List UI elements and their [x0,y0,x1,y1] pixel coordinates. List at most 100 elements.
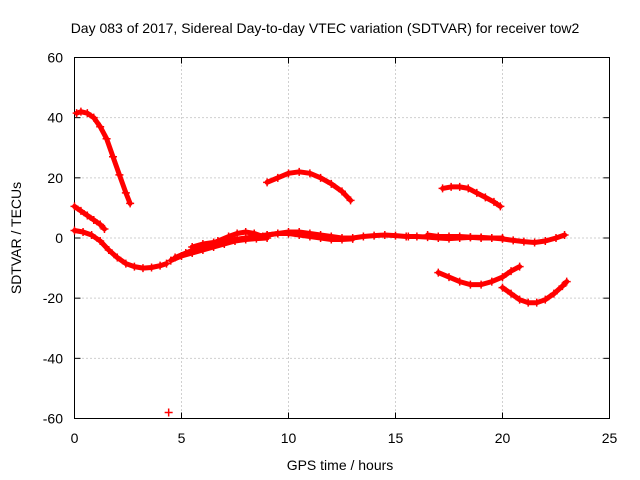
data-point [284,169,293,178]
data-point [295,167,304,176]
series-arc-11 [438,182,505,211]
data-point [76,107,85,116]
data-point [121,188,130,197]
data-point [541,295,550,304]
data-point [241,234,250,242]
data-point [455,277,464,286]
data-point [181,249,190,258]
data-point [481,193,490,202]
y-tick-label: -60 [43,411,63,427]
data-point [209,238,218,247]
y-axis: -60 -40 -20 0 20 40 60 [43,50,610,427]
data-point [498,234,507,243]
data-point [233,229,242,238]
data-point [391,231,400,240]
series-arc-14 [164,408,173,417]
series-trace [435,264,523,288]
data-point [438,184,447,193]
y-tick-label: 40 [47,110,63,126]
data-point [109,152,118,161]
data-point [70,226,79,235]
series-trace [500,279,570,306]
data-point [316,234,325,242]
data-point [273,229,282,238]
data-point [530,238,539,247]
data-point [83,211,92,220]
data-point [487,277,496,286]
data-point [434,232,443,241]
x-axis: 0 5 10 15 20 25 [71,57,617,446]
data-point [466,280,475,289]
data-point [305,232,314,241]
data-point [166,256,175,265]
data-point [89,113,98,122]
y-tick-label: -20 [43,290,63,306]
data-point [295,230,304,239]
x-tick-label: 10 [281,430,297,446]
data-point [560,230,569,239]
series-arc-3 [70,226,171,273]
series-trace [72,228,169,271]
data-point [455,232,464,241]
data-point [121,259,130,268]
data-point [130,262,139,271]
data-point [115,170,124,179]
data-point [327,179,336,188]
series-trace [74,109,133,206]
data-point [327,235,336,244]
data-point [252,232,261,241]
series-arc-1 [72,107,135,208]
series-arc-2 [70,202,109,233]
data-point [455,182,464,191]
data-point [519,237,528,246]
series-arc-7 [252,229,357,244]
data-point [338,187,346,196]
y-tick-label: -40 [43,350,63,366]
data-point [156,261,165,270]
data-point [412,232,421,241]
data-point [489,197,498,206]
data-point [346,196,355,205]
data-point [496,202,505,211]
data-series [70,107,571,417]
data-point [87,230,96,239]
data-point [532,298,541,307]
data-point [524,298,533,307]
data-point [305,169,314,178]
x-axis-label: GPS time / hours [287,457,394,473]
series-arc-10 [423,230,569,247]
series-arc-8 [263,167,355,205]
data-point [126,199,135,208]
data-point [477,233,486,242]
data-point [316,173,325,182]
data-point [273,173,282,182]
data-point [552,234,560,242]
data-point [507,267,516,276]
data-point [220,237,229,246]
data-point [447,182,456,191]
data-point [507,289,516,298]
data-point [96,237,105,246]
data-point [434,268,443,277]
data-point [113,253,122,262]
data-point [284,229,293,238]
data-point [171,253,180,262]
x-tick-label: 20 [495,430,511,446]
data-point [188,243,197,252]
data-point [370,231,379,240]
series-arc-12 [434,262,524,289]
data-point [76,206,85,215]
data-point [498,283,507,292]
data-point [70,202,79,211]
data-point [79,227,88,236]
data-point [464,184,473,193]
data-point [348,234,357,243]
data-point [558,282,567,291]
data-point [541,237,550,246]
data-point [509,236,518,245]
y-tick-label: 60 [47,50,63,66]
data-point [89,215,98,224]
data-point [515,262,524,271]
chart-title: Day 083 of 2017, Sidereal Day-to-day VTE… [71,20,580,36]
